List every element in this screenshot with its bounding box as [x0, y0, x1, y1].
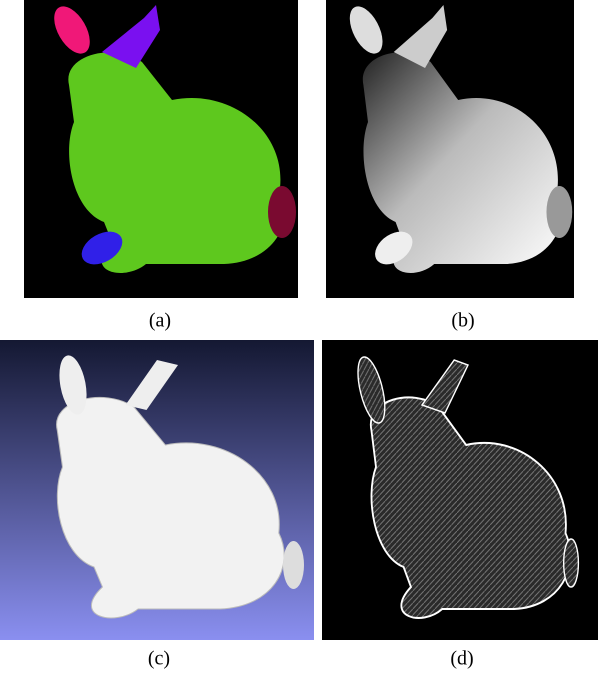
panel-d — [322, 340, 598, 640]
panel-label: (d) — [450, 648, 473, 670]
panel-label: (a) — [149, 310, 171, 332]
panel-a — [24, 0, 298, 298]
page: (a) (b) (c) (d) (() => { — [0, 0, 598, 676]
panel-label: (b) — [451, 310, 474, 332]
panel-c — [0, 340, 314, 640]
panel-b — [326, 0, 574, 298]
panel-label: (c) — [148, 648, 170, 670]
figure: (a) (b) (c) (d) — [0, 0, 598, 676]
